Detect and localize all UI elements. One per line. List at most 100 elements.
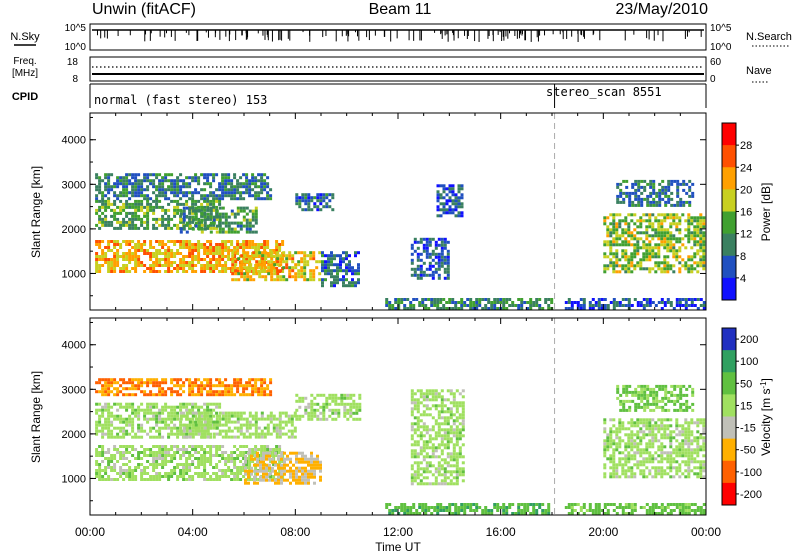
- echo-cell: [444, 422, 447, 425]
- echo-cell: [134, 378, 137, 381]
- echo-cell: [131, 430, 134, 433]
- echo-cell: [137, 384, 140, 387]
- echo-cell: [167, 454, 170, 457]
- echo-cell: [170, 270, 173, 273]
- echo-cell: [357, 263, 360, 266]
- echo-cell: [197, 387, 200, 390]
- echo-cell: [176, 264, 179, 267]
- echo-cell: [170, 475, 173, 478]
- echo-cell: [212, 409, 215, 412]
- echo-cell: [161, 188, 164, 191]
- echo-cell: [249, 436, 252, 439]
- echo-cell: [667, 301, 670, 304]
- echo-cell: [456, 479, 459, 482]
- echo-cell: [113, 255, 116, 258]
- echo-cell: [606, 240, 609, 243]
- echo-cell: [227, 173, 230, 176]
- echo-cell: [266, 445, 269, 448]
- echo-cell: [243, 412, 246, 415]
- echo-cell: [466, 298, 469, 301]
- echo-cell: [259, 476, 262, 479]
- echo-cell: [134, 227, 137, 230]
- echo-cell: [441, 407, 444, 410]
- echo-cell: [194, 451, 197, 454]
- echo-cell: [207, 430, 210, 433]
- echo-cell: [155, 412, 158, 415]
- echo-cell: [137, 185, 140, 188]
- echo-cell: [268, 479, 271, 482]
- station-title: Unwin (fitACF): [92, 1, 196, 18]
- echo-cell: [200, 270, 203, 273]
- echo-cell: [239, 197, 242, 200]
- echo-cell: [191, 478, 194, 481]
- echo-cell: [456, 482, 459, 485]
- echo-cell: [122, 252, 125, 255]
- echo-cell: [462, 434, 465, 437]
- echo-cell: [143, 264, 146, 267]
- echo-cell: [324, 254, 327, 257]
- echo-cell: [167, 246, 170, 249]
- echo-cell: [250, 473, 253, 476]
- echo-cell: [670, 180, 673, 183]
- echo-cell: [690, 264, 693, 267]
- echo-cell: [388, 304, 391, 307]
- echo-cell: [354, 254, 357, 257]
- echo-cell: [426, 398, 429, 401]
- echo-cell: [357, 281, 360, 284]
- echo-cell: [667, 195, 670, 198]
- echo-cell: [664, 186, 667, 189]
- echo-cell: [447, 271, 450, 274]
- echo-cell: [286, 464, 289, 467]
- echo-cell: [119, 224, 122, 227]
- echo-cell: [628, 201, 631, 204]
- echo-cell: [113, 378, 116, 381]
- echo-cell: [646, 298, 649, 301]
- echo-cell: [252, 415, 255, 418]
- echo-cell: [185, 478, 188, 481]
- echo-cell: [225, 222, 228, 225]
- echo-cell: [409, 506, 412, 509]
- echo-cell: [146, 185, 149, 188]
- echo-cell: [624, 252, 627, 255]
- echo-cell: [164, 448, 167, 451]
- echo-cell: [459, 422, 462, 425]
- echo-cell: [312, 254, 315, 257]
- echo-cell: [137, 182, 140, 185]
- echo-cell: [180, 430, 183, 433]
- echo-cell: [234, 436, 237, 439]
- echo-cell: [224, 194, 227, 197]
- echo-cell: [218, 478, 221, 481]
- echo-cell: [191, 255, 194, 258]
- echo-cell: [161, 215, 164, 218]
- echo-cell: [188, 390, 191, 393]
- echo-cell: [328, 205, 331, 208]
- echo-cell: [660, 237, 663, 240]
- echo-cell: [258, 272, 261, 275]
- echo-cell: [137, 173, 140, 176]
- echo-cell: [173, 243, 176, 246]
- colorbar-tick-label: 28: [740, 140, 752, 152]
- echo-cell: [271, 479, 274, 482]
- echo-cell: [307, 406, 310, 409]
- echo-cell: [230, 191, 233, 194]
- echo-cell: [182, 182, 185, 185]
- echo-cell: [113, 182, 116, 185]
- echo-cell: [254, 448, 257, 451]
- echo-cell: [113, 264, 116, 267]
- echo-cell: [322, 415, 325, 418]
- echo-cell: [699, 231, 702, 234]
- echo-cell: [279, 427, 282, 430]
- echo-cell: [294, 272, 297, 275]
- echo-cell: [234, 222, 237, 225]
- echo-cell: [167, 427, 170, 430]
- echo-cell: [158, 252, 161, 255]
- echo-cell: [137, 412, 140, 415]
- echo-cell: [128, 221, 131, 224]
- echo-cell: [188, 378, 191, 381]
- echo-cell: [158, 475, 161, 478]
- echo-cell: [459, 452, 462, 455]
- echo-cell: [541, 509, 544, 512]
- echo-cell: [336, 263, 339, 266]
- echo-cell: [140, 463, 143, 466]
- echo-cell: [257, 390, 260, 393]
